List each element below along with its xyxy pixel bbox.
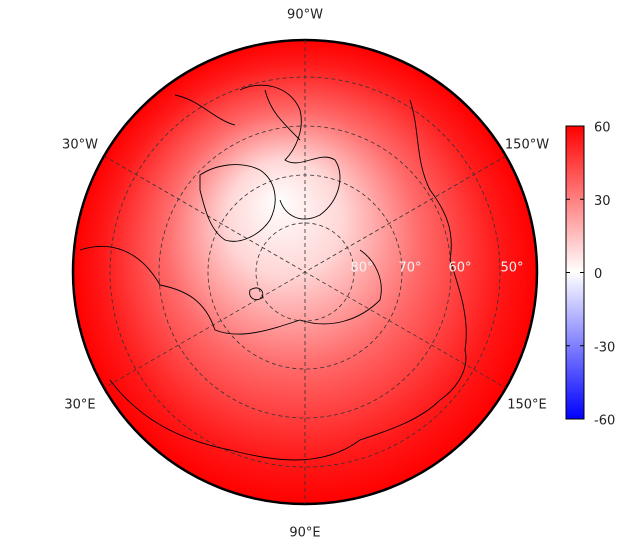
longitude-label: 30°W <box>62 138 98 153</box>
graticule <box>103 40 507 504</box>
longitude-label: 30°E <box>64 398 95 413</box>
longitude-label: 150°E <box>507 398 547 413</box>
colorbar: 60 30 0 -30 -60 <box>565 121 615 429</box>
latitude-label: 50° <box>500 261 523 276</box>
colorbar-tick-label: -30 <box>594 340 615 355</box>
latitude-label: 80° <box>350 261 373 276</box>
latitude-label: 60° <box>448 261 471 276</box>
longitude-label: 150°W <box>505 138 549 153</box>
longitude-label: 90°E <box>289 526 320 541</box>
latitude-label: 70° <box>398 261 421 276</box>
coastlines <box>79 84 467 461</box>
colorbar-tick-label: -60 <box>594 414 615 429</box>
colorbar-tick-label: 0 <box>594 267 602 282</box>
colorbar-tick-label: 60 <box>594 121 611 136</box>
longitude-labels: 90°W 30°W 150°W 30°E 150°E 90°E <box>62 8 549 541</box>
longitude-label: 90°W <box>287 8 323 23</box>
colorbar-tick-label: 30 <box>594 194 611 209</box>
latitude-labels: 80° 70° 60° 50° <box>350 261 523 276</box>
